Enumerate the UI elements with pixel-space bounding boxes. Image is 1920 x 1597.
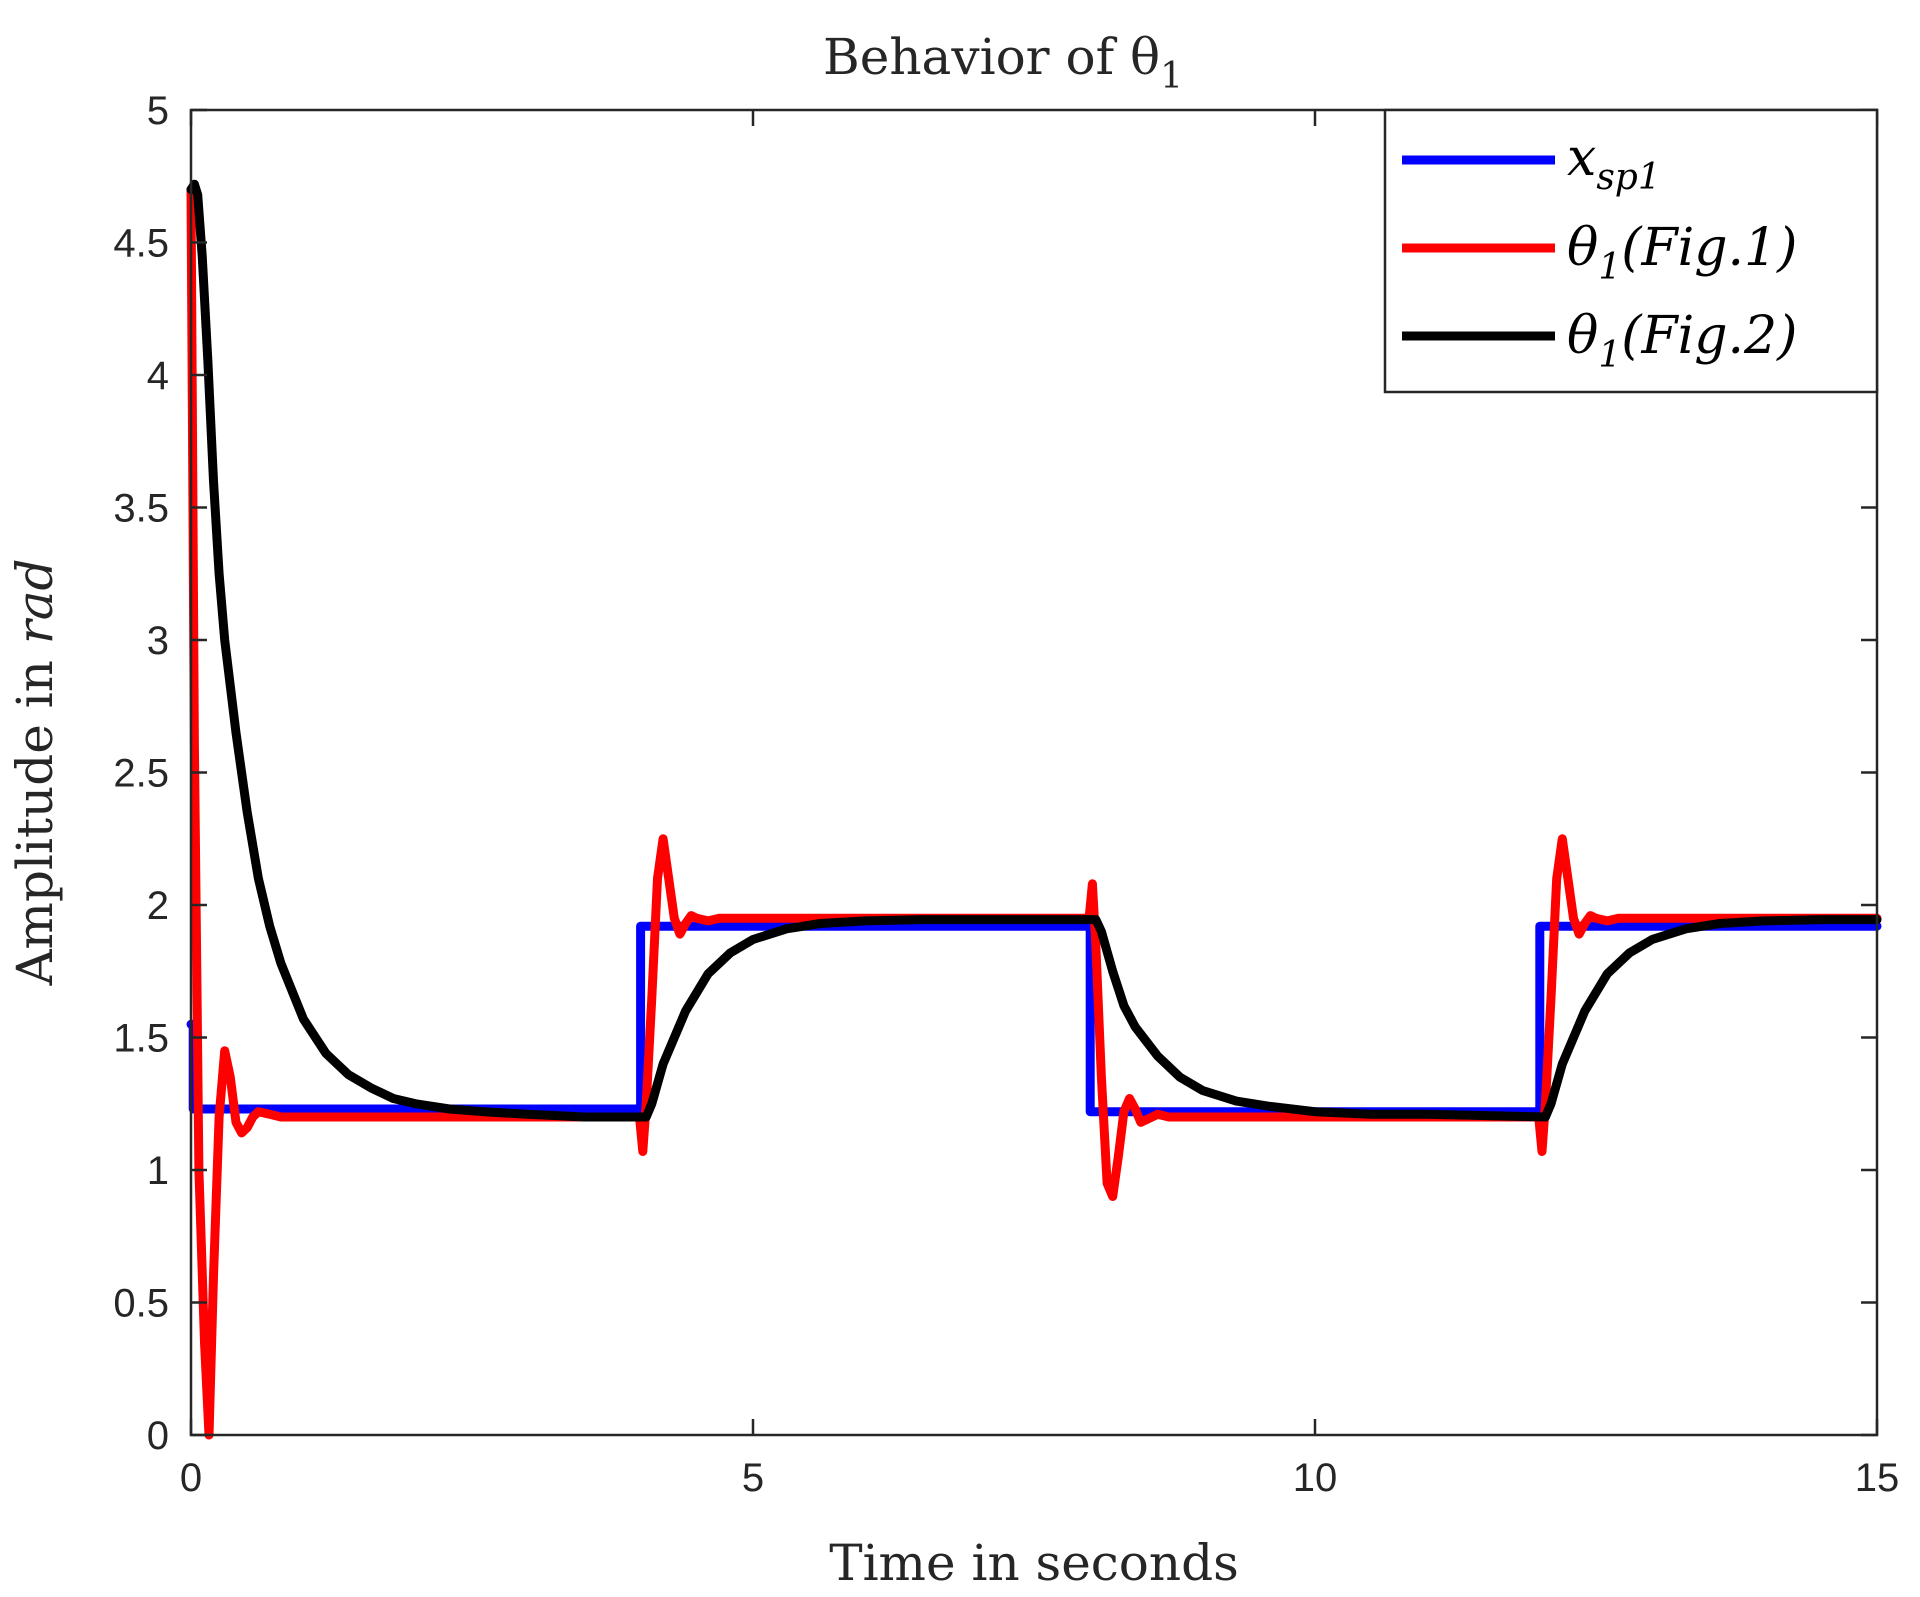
legend-label-x-sp1-main: x (1567, 128, 1596, 188)
legend-label-theta1-fig2: θ1(Fig.2) (1567, 306, 1797, 376)
chart-title-subscript: 1 (1160, 56, 1183, 97)
y-tick-label: 1.5 (113, 1017, 169, 1061)
legend-label-x-sp1-sub: sp1 (1596, 157, 1660, 198)
y-tick-label: 4 (147, 354, 169, 398)
y-axis-label-unit: rad (6, 558, 64, 644)
legend-label-theta1-fig2-suffix: (Fig.2) (1621, 306, 1797, 366)
legend-label-theta1-fig1-suffix: (Fig.1) (1621, 218, 1797, 278)
chart-title-main: Behavior of θ (823, 28, 1160, 86)
x-tick-label: 15 (1855, 1456, 1900, 1500)
legend-label-theta1-fig2-main: θ (1567, 306, 1598, 366)
y-tick-label: 1 (147, 1149, 169, 1193)
y-axis-label: Amplitude in rad (6, 558, 64, 986)
series-line-0 (186, 921, 1882, 1117)
axes-box (189, 108, 1879, 1437)
legend-label-theta1-fig1-main: θ (1567, 218, 1598, 278)
chart-title: Behavior of θ1 (823, 28, 1183, 97)
x-tick-label: 0 (180, 1456, 202, 1500)
legend-label-theta1-fig1-sub: 1 (1598, 247, 1621, 288)
y-tick-label: 0.5 (113, 1282, 169, 1326)
x-tick-label: 5 (742, 1456, 764, 1500)
y-axis-label-prefix: Amplitude in (6, 644, 64, 986)
x-axis-ticks: 0 5 10 15 (180, 110, 1899, 1500)
legend: xsp1 θ1(Fig.1) θ1(Fig.2) (1383, 108, 1879, 394)
y-tick-label: 2 (147, 884, 169, 928)
x-tick-label: 10 (1293, 1456, 1338, 1500)
series-group (186, 179, 1882, 1440)
legend-label-x-sp1: xsp1 (1567, 128, 1661, 198)
y-tick-label: 5 (147, 89, 169, 133)
x-axis-label: Time in seconds (829, 1534, 1239, 1592)
legend-label-theta1-fig2-sub: 1 (1598, 335, 1621, 376)
y-tick-label: 0 (147, 1414, 169, 1458)
y-tick-label: 3.5 (113, 487, 169, 531)
series-line-2 (186, 179, 1882, 1122)
y-tick-label: 4.5 (113, 222, 169, 266)
legend-label-theta1-fig1: θ1(Fig.1) (1567, 218, 1797, 288)
y-tick-label: 2.5 (113, 752, 169, 796)
y-tick-label: 3 (147, 619, 169, 663)
